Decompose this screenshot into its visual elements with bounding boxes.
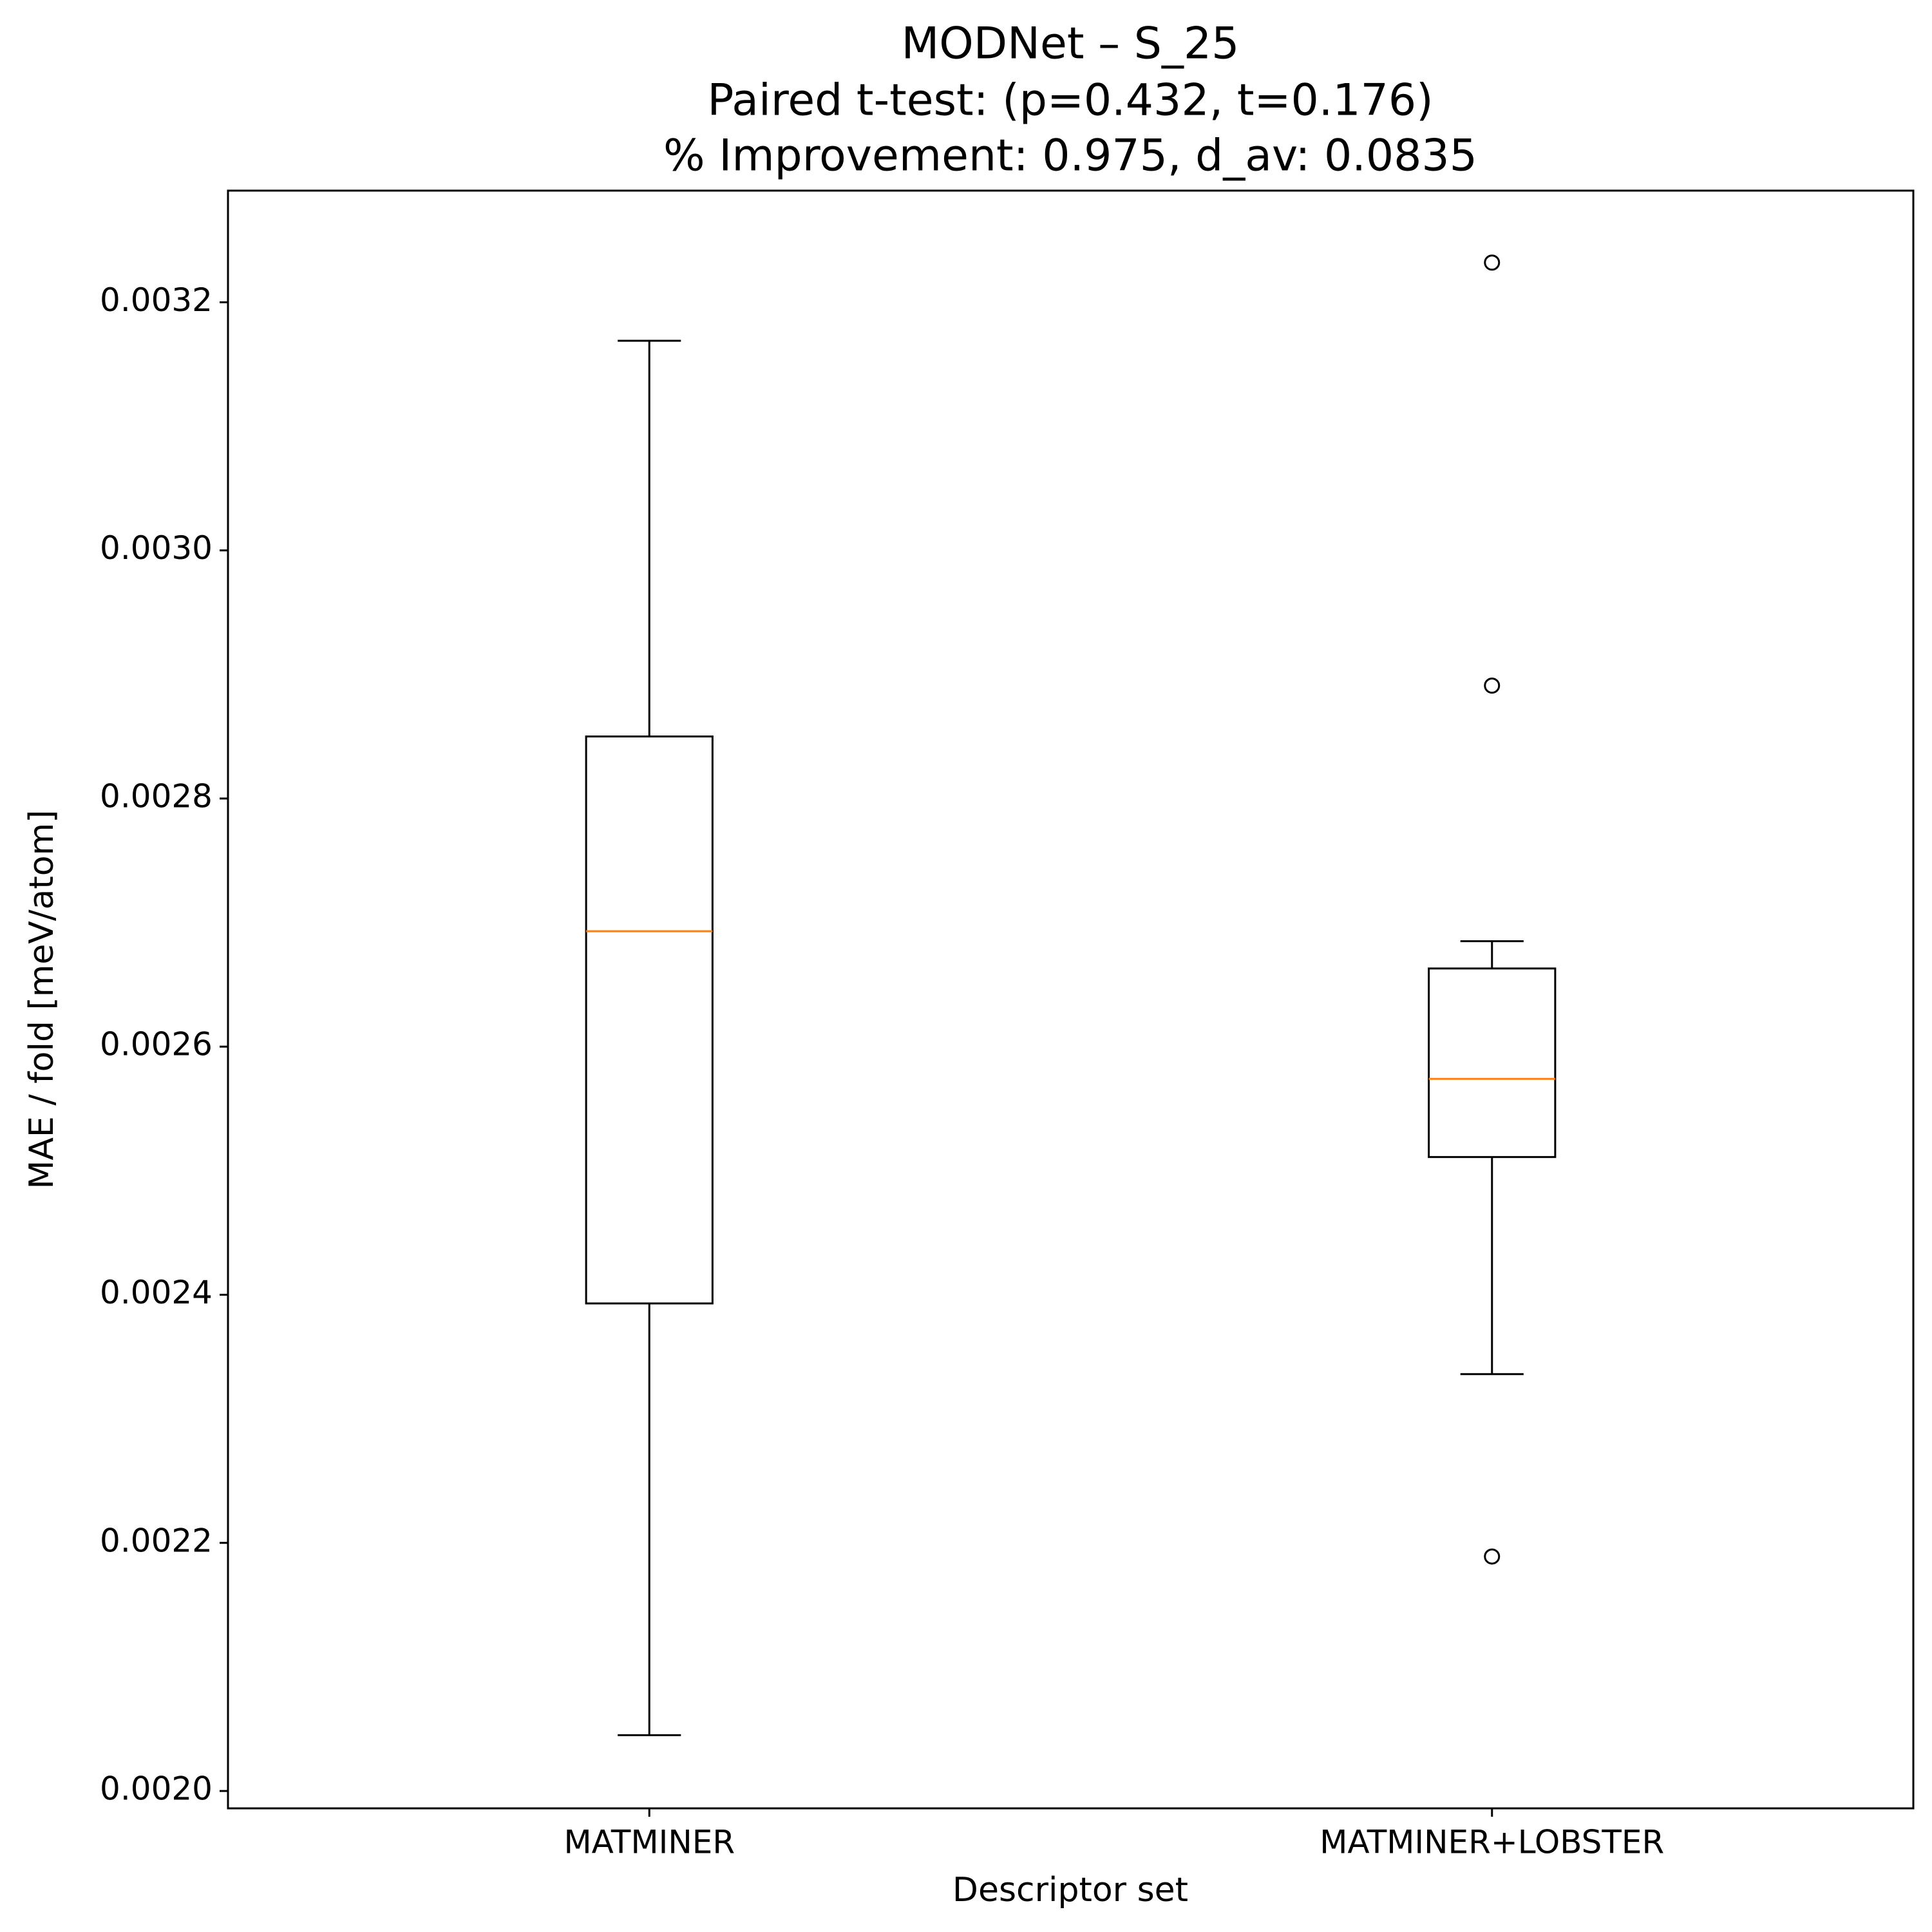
y-tick-label: 0.0030 — [100, 529, 213, 567]
y-tick-label: 0.0024 — [100, 1274, 213, 1311]
x-tick-label: MATMINER — [564, 1824, 735, 1861]
flier — [1484, 1548, 1501, 1565]
y-axis-label: MAE / fold [meV/atom] — [23, 810, 61, 1189]
y-tick-label: 0.0026 — [100, 1026, 213, 1063]
chart-title: MODNet – S_25 — [902, 19, 1240, 70]
box — [585, 735, 714, 1305]
flier — [1484, 254, 1501, 271]
box — [1428, 967, 1557, 1159]
y-tick-label: 0.0032 — [100, 281, 213, 319]
x-axis-label: Descriptor set — [952, 1871, 1188, 1909]
chart-title: % Improvement: 0.975, d_av: 0.0835 — [663, 131, 1477, 182]
chart-title: Paired t-test: (p=0.432, t=0.176) — [707, 75, 1433, 126]
y-tick-label: 0.0028 — [100, 777, 213, 815]
plot-frame — [227, 189, 1915, 1810]
y-tick-label: 0.0022 — [100, 1522, 213, 1559]
y-tick-label: 0.0020 — [100, 1770, 213, 1808]
x-tick-label: MATMINER+LOBSTER — [1320, 1824, 1664, 1861]
flier — [1484, 677, 1501, 694]
